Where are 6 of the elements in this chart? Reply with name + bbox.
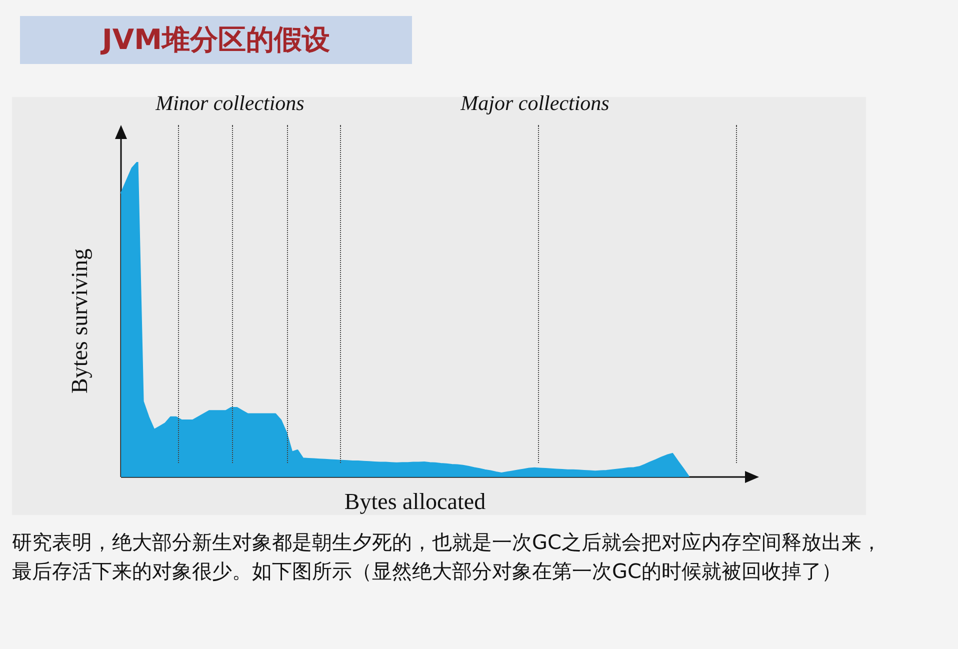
chart-title: JVM堆分区的假设 <box>20 16 412 64</box>
x-axis-title: Bytes allocated <box>344 489 486 515</box>
text: Minor collections <box>156 91 304 116</box>
text: 研究表明，绝大部分新生对象都是朝生夕死的，也就是一次GC之后就会把对应内存空间释放出来，最后存活下来的对象很少。如下图所示（显然绝大部分对象在第一次GC的时候就被回收掉了） <box>12 529 882 585</box>
y-axis-title: Bytes surviving <box>67 248 93 394</box>
text: Major collections <box>460 91 610 116</box>
